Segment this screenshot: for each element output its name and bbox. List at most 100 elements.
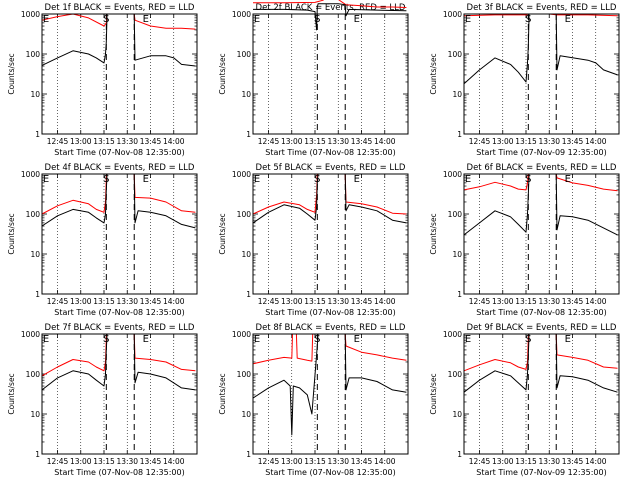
x-tick-label: 13:45 xyxy=(351,297,373,306)
y-tick-label: 1000 xyxy=(443,170,462,179)
y-axis-label: Counts/sec xyxy=(218,53,227,94)
x-tick-label: 13:15 xyxy=(515,137,537,146)
chart-title: Det 1f BLACK = Events, RED = LLD xyxy=(45,3,195,13)
x-tick-label: 12:45 xyxy=(258,297,280,306)
x-tick-label: 13:45 xyxy=(140,457,162,466)
x-tick-label: 13:15 xyxy=(93,457,115,466)
x-tick-label: 13:00 xyxy=(70,137,92,146)
x-tick-label: 13:30 xyxy=(327,457,349,466)
y-tick-label: 1000 xyxy=(21,10,40,19)
x-tick-label: 14:00 xyxy=(585,297,607,306)
series-line-red xyxy=(253,0,407,8)
x-axis-label: Start Time (07-Nov-08 12:35:00) xyxy=(54,468,184,477)
y-tick-label: 10 xyxy=(30,90,40,99)
x-tick-label: 14:00 xyxy=(163,137,185,146)
x-tick-label: 13:00 xyxy=(281,137,303,146)
x-tick-label: 13:30 xyxy=(538,457,560,466)
x-tick-label: 13:00 xyxy=(281,297,303,306)
y-tick-label: 1000 xyxy=(232,330,251,339)
x-tick-label: 14:00 xyxy=(374,297,396,306)
x-tick-label: 13:00 xyxy=(70,297,92,306)
marker-label: S xyxy=(525,14,531,25)
x-tick-label: 13:30 xyxy=(116,137,138,146)
x-tick-label: 14:00 xyxy=(163,297,185,306)
marker-label: E xyxy=(143,174,149,185)
series-line-black xyxy=(463,13,618,85)
y-tick-label: 100 xyxy=(237,370,252,379)
x-tick-label: 13:45 xyxy=(351,137,373,146)
x-tick-label: 12:45 xyxy=(469,137,491,146)
y-tick-label: 100 xyxy=(26,370,41,379)
chart-panel-8: Det 8f BLACK = Events, RED = LLD Start Ti… xyxy=(218,323,409,477)
x-tick-label: 13:15 xyxy=(515,297,537,306)
x-tick-label: 13:15 xyxy=(93,137,115,146)
marker-label: E xyxy=(254,14,260,25)
x-tick-label: 14:00 xyxy=(163,457,185,466)
x-axis-label: Start Time (07-Nov-08 12:35:00) xyxy=(476,308,606,317)
series-line-black xyxy=(252,173,407,224)
chart-panel-7: Det 7f BLACK = Events, RED = LLD Start Ti… xyxy=(7,323,198,477)
marker-label: E xyxy=(465,174,471,185)
marker-label: E xyxy=(565,174,571,185)
plot-frame xyxy=(463,13,620,135)
y-tick-label: 1 xyxy=(457,290,462,299)
marker-label: S xyxy=(103,14,109,25)
x-axis-label: Start Time (07-Nov-08 12:35:00) xyxy=(54,148,184,157)
series-line-red xyxy=(41,13,196,30)
x-tick-label: 14:00 xyxy=(374,137,396,146)
y-axis-label: Counts/sec xyxy=(7,373,16,414)
x-tick-label: 13:45 xyxy=(140,297,162,306)
y-tick-label: 100 xyxy=(26,210,41,219)
marker-label: S xyxy=(314,174,320,185)
x-tick-label: 13:30 xyxy=(327,297,349,306)
plot-frame xyxy=(41,333,198,455)
series-line-red xyxy=(463,173,618,192)
chart-panel-4: Det 4f BLACK = Events, RED = LLD Start Ti… xyxy=(7,163,198,317)
y-tick-label: 1000 xyxy=(21,330,40,339)
y-axis-label: Counts/sec xyxy=(429,373,438,414)
series-line-red xyxy=(463,333,618,372)
marker-label: S xyxy=(525,334,531,345)
y-tick-label: 10 xyxy=(241,90,251,99)
plot-frame xyxy=(41,13,198,135)
chart-panel-9: Det 9f BLACK = Events, RED = LLD Start Ti… xyxy=(429,323,620,477)
y-tick-label: 1 xyxy=(457,450,462,459)
x-tick-label: 14:00 xyxy=(585,137,607,146)
chart-title: Det 9f BLACK = Events, RED = LLD xyxy=(467,323,617,333)
x-tick-label: 14:00 xyxy=(585,457,607,466)
series-line-black xyxy=(253,3,407,31)
x-tick-label: 13:15 xyxy=(304,457,326,466)
y-axis-label: Counts/sec xyxy=(218,373,227,414)
x-tick-label: 13:30 xyxy=(116,297,138,306)
plot-frame xyxy=(252,173,409,295)
y-tick-label: 1 xyxy=(35,450,40,459)
x-tick-label: 12:45 xyxy=(258,457,280,466)
series-line-black xyxy=(41,13,196,67)
x-tick-label: 13:45 xyxy=(562,457,584,466)
plot-frame xyxy=(252,13,409,135)
chart-panel-5: Det 5f BLACK = Events, RED = LLD Start Ti… xyxy=(218,163,409,317)
chart-panel-2: Det 2f BLACK = Events, RED = LLD Start Ti… xyxy=(218,0,409,157)
x-tick-label: 13:45 xyxy=(562,297,584,306)
x-axis-label: Start Time (07-Nov-08 12:35:00) xyxy=(54,308,184,317)
series-line-black xyxy=(41,333,196,391)
x-tick-label: 13:45 xyxy=(140,137,162,146)
marker-label: E xyxy=(254,334,260,345)
series-line-red xyxy=(41,173,196,215)
x-tick-label: 12:45 xyxy=(469,297,491,306)
y-tick-label: 1000 xyxy=(443,10,462,19)
marker-label: E xyxy=(465,14,471,25)
y-axis-label: Counts/sec xyxy=(429,53,438,94)
x-axis-label: Start Time (07-Nov-08 12:35:00) xyxy=(265,468,395,477)
marker-label: E xyxy=(565,14,571,25)
x-tick-label: 13:45 xyxy=(351,457,373,466)
x-axis-label: Start Time (07-Nov-09 12:35:00) xyxy=(476,468,606,477)
series-line-red xyxy=(252,173,407,215)
marker-label: E xyxy=(43,14,49,25)
marker-label: E xyxy=(465,334,471,345)
marker-label: E xyxy=(43,174,49,185)
marker-label: E xyxy=(143,334,149,345)
plot-frame xyxy=(41,173,198,295)
marker-label: E xyxy=(354,334,360,345)
